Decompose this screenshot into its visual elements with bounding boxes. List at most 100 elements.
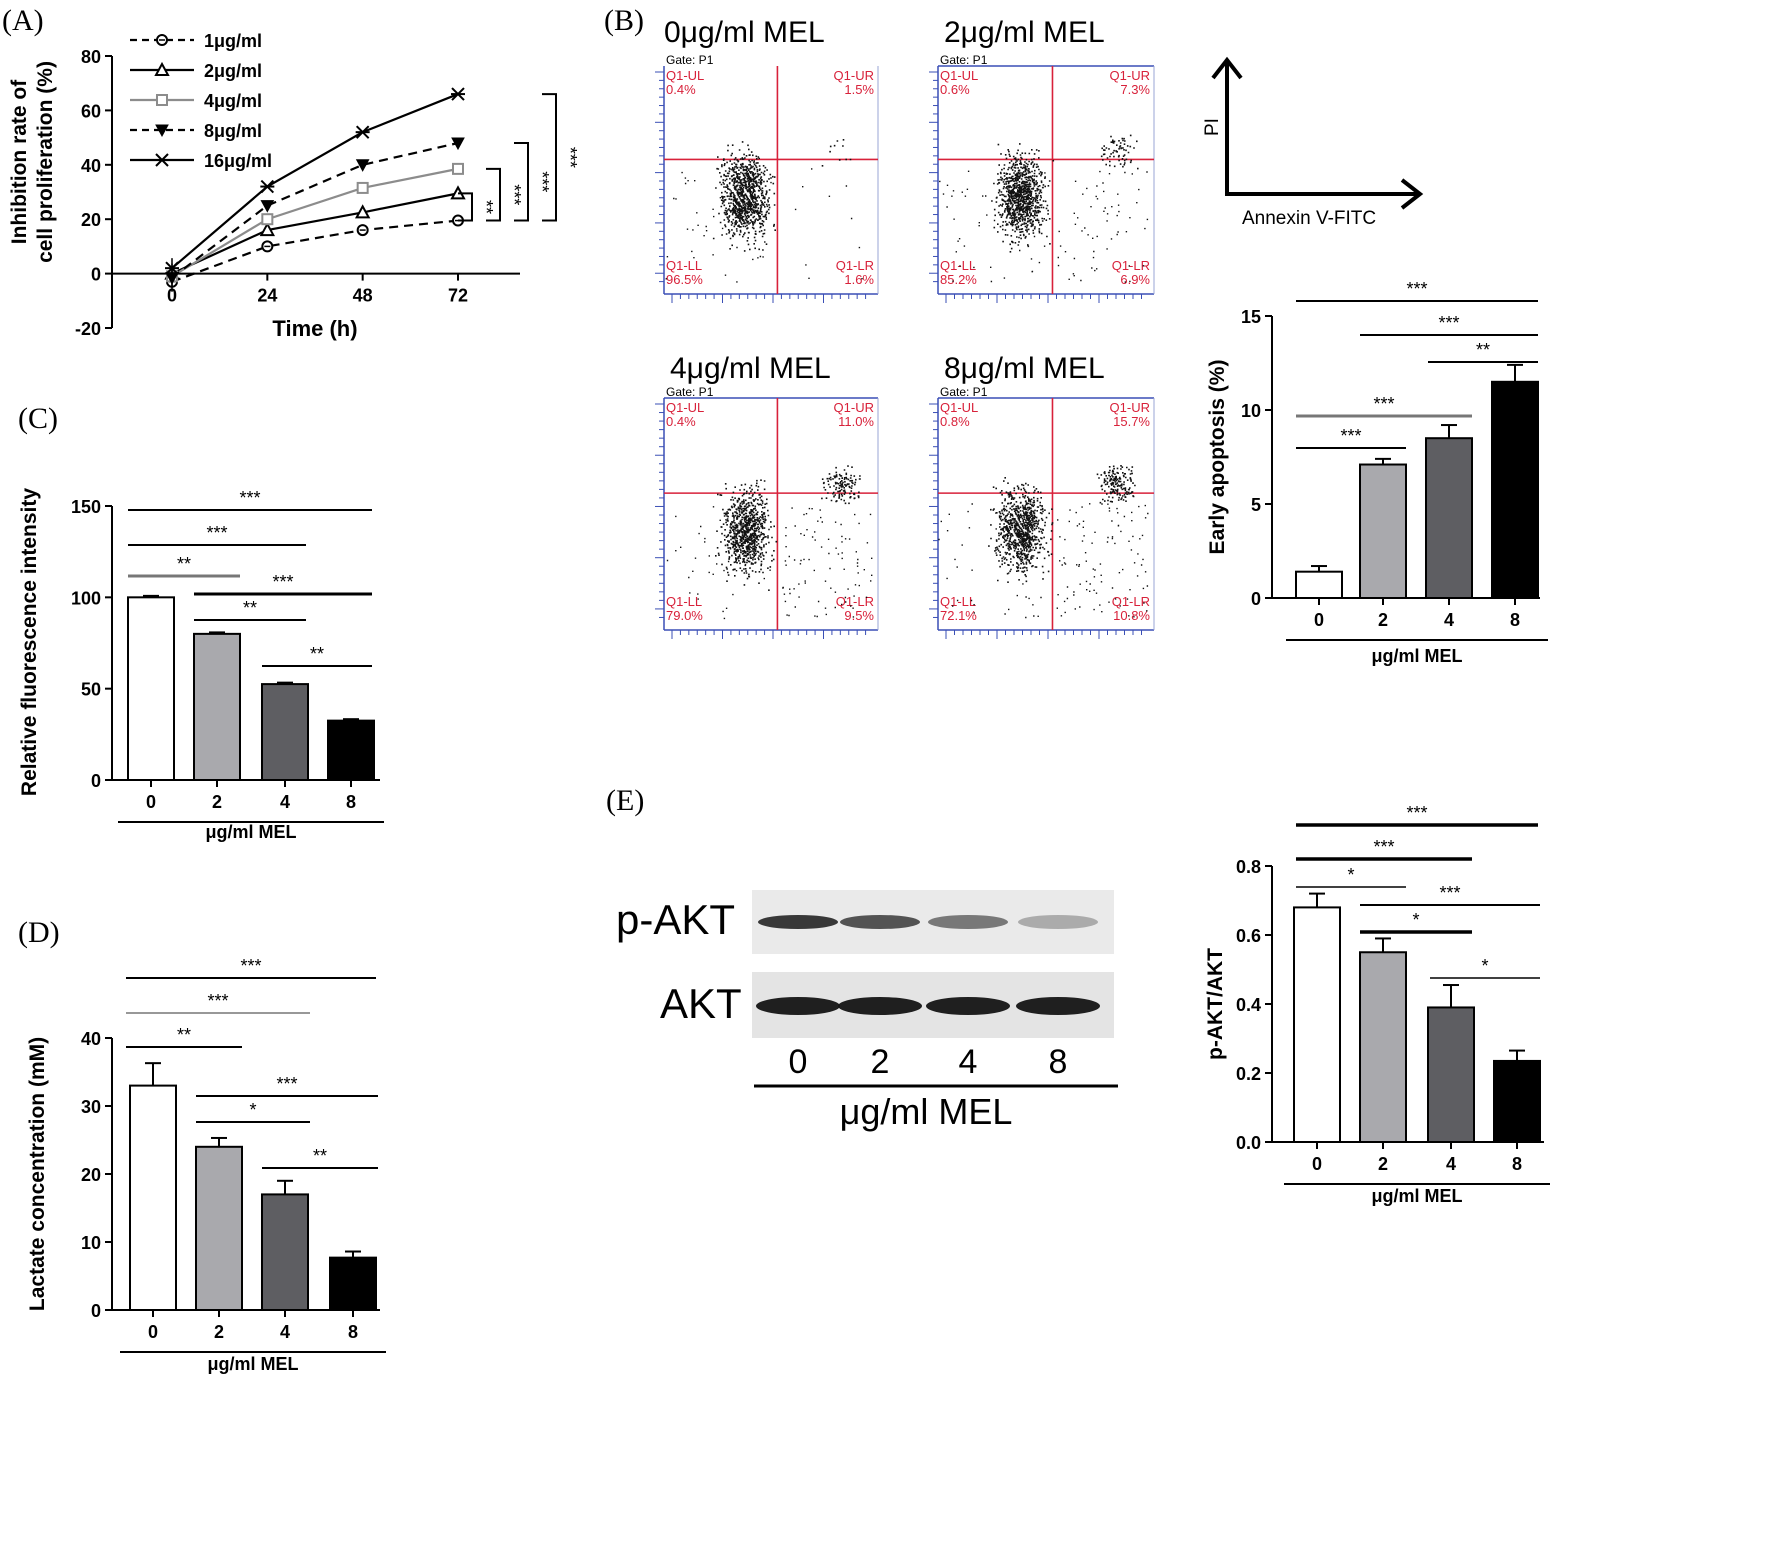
flow-quad-code-ll: Q1-LL	[940, 258, 976, 273]
western-blot: p-AKT AKT μg/ml MEL 0248	[616, 890, 1118, 1132]
blot-lane-label: 8	[1049, 1043, 1068, 1081]
panel-label-d: (D)	[18, 916, 60, 949]
axis-key-annexin-label: Annexin V-FITC	[1242, 208, 1376, 229]
flow-quad-value-lr: 6.9%	[1120, 272, 1150, 287]
chart-c-bar-1	[194, 634, 240, 780]
blot-band-pakt-0	[758, 915, 838, 929]
chart-e-x-tick-label: 4	[1446, 1154, 1456, 1174]
axis-key-pi-label: PI	[1202, 118, 1223, 136]
flow-plot-title: 8μg/ml MEL	[944, 352, 1105, 385]
chart-e-y-tick-label: 0.4	[1236, 995, 1261, 1015]
chart-d-x-tick-label: 0	[148, 1322, 158, 1342]
flow-plot-3: 8μg/ml MELGate: P1Q1-UL0.8%Q1-UR15.7%Q1-…	[929, 352, 1154, 639]
chart-b-y-tick-label: 15	[1241, 307, 1261, 327]
chart-d-bar-2	[262, 1194, 308, 1310]
flow-plot-title: 0μg/ml MEL	[664, 16, 825, 49]
chart-e-sig-label: ***	[1406, 803, 1427, 823]
flow-quad-value-ul: 0.4%	[666, 414, 696, 429]
chart-b-y-tick-label: 10	[1241, 401, 1261, 421]
chart-a-point	[262, 214, 272, 224]
chart-b-x-tick-label: 4	[1444, 610, 1454, 630]
chart-b-bar-3	[1492, 382, 1538, 598]
chart-e-bar-3	[1494, 1061, 1540, 1142]
chart-d-y-tick-label: 10	[81, 1233, 101, 1253]
chart-a-legend-label: 8μg/ml	[204, 121, 262, 141]
chart-c-y-tick-label: 150	[71, 497, 101, 517]
flow-quad-value-ul: 0.4%	[666, 82, 696, 97]
chart-e-y-tick-label: 0.0	[1236, 1133, 1261, 1153]
chart-b-y-tick-label: 0	[1251, 589, 1261, 609]
flow-quad-code-lr: Q1-LR	[1112, 594, 1150, 609]
chart-c-sig-label: ***	[272, 572, 293, 592]
chart-d-y-tick-label: 40	[81, 1029, 101, 1049]
chart-a-x-tick-label: 48	[353, 286, 373, 306]
flow-quad-code-ur: Q1-UR	[1110, 400, 1150, 415]
blot-band-pakt-3	[1018, 915, 1098, 929]
chart-d-sig-label: ***	[240, 956, 261, 976]
chart-a-sig-bracket	[514, 143, 528, 221]
flow-quad-code-ul: Q1-UL	[666, 68, 704, 83]
chart-e-x-tick-label: 8	[1512, 1154, 1522, 1174]
chart-d-ylabel: Lactate concentration (mM)	[26, 1037, 49, 1311]
chart-b-ylabel: Early apoptosis (%)	[1206, 360, 1229, 555]
flow-plot-title: 2μg/ml MEL	[944, 16, 1105, 49]
flow-quad-value-ur: 15.7%	[1113, 414, 1150, 429]
chart-d-sig-label: ***	[207, 991, 228, 1011]
chart-c-xlabel: μg/ml MEL	[205, 822, 296, 842]
chart-b-xlabel: μg/ml MEL	[1371, 646, 1462, 666]
pakt-ratio-bar-chart: 0.00.20.40.60.80 2 4 8μg/ml MELp-AKT/AKT***…	[1204, 803, 1550, 1206]
chart-a-xlabel: Time (h)	[272, 316, 357, 341]
chart-a-y-tick-label: 20	[81, 210, 101, 230]
chart-b-sig-label: ***	[1406, 279, 1427, 299]
chart-b-sig-label: ***	[1373, 394, 1394, 414]
chart-b-y-tick-label: 5	[1251, 495, 1261, 515]
chart-c-y-tick-label: 100	[71, 588, 101, 608]
chart-c-bar-2	[262, 684, 308, 780]
chart-d-sig-label: *	[249, 1100, 256, 1120]
chart-d-bar-0	[130, 1086, 176, 1310]
chart-a-y-tick-label: 80	[81, 47, 101, 67]
flow-gate-label: Gate: P1	[666, 53, 714, 67]
chart-d-bar-1	[196, 1147, 242, 1310]
chart-e-x-tick-label: 2	[1378, 1154, 1388, 1174]
chart-e-bar-2	[1428, 1007, 1474, 1142]
flow-quad-code-lr: Q1-LR	[1112, 258, 1150, 273]
chart-d-x-tick-label: 8	[348, 1322, 358, 1342]
chart-c-sig-label: **	[243, 598, 257, 618]
chart-a-legend-label: 4μg/ml	[204, 91, 262, 111]
chart-c-sig-label: ***	[239, 488, 260, 508]
flow-quad-code-ll: Q1-LL	[940, 594, 976, 609]
chart-a-x-tick-label: 24	[257, 286, 277, 306]
flow-quad-value-lr: 10.8%	[1113, 608, 1150, 623]
blot-band-akt-2	[926, 997, 1010, 1015]
chart-c-sig-label: ***	[206, 523, 227, 543]
blot-band-akt-1	[838, 997, 922, 1015]
chart-c-y-tick-label: 0	[91, 771, 101, 791]
chart-c-y-tick-label: 50	[81, 680, 101, 700]
chart-b-bar-1	[1360, 465, 1406, 598]
figure: (A) (B) (C) (D) (E) Inhibition rate of c…	[0, 0, 1768, 1556]
chart-a-sig-label: ***	[504, 184, 524, 205]
chart-b-sig-label: ***	[1438, 313, 1459, 333]
flow-quad-code-ur: Q1-UR	[834, 400, 874, 415]
chart-c-sig-label: **	[310, 644, 324, 664]
chart-b-x-tick-label: 8	[1510, 610, 1520, 630]
flow-plot-title: 4μg/ml MEL	[670, 352, 831, 385]
chart-a-legend-label: 1μg/ml	[204, 31, 262, 51]
blot-band-akt-3	[1016, 997, 1100, 1015]
chart-e-sig-label: *	[1412, 910, 1419, 930]
flow-quad-code-ul: Q1-UL	[666, 400, 704, 415]
flow-quad-value-ur: 7.3%	[1120, 82, 1150, 97]
flow-quad-value-lr: 1.6%	[844, 272, 874, 287]
flow-quad-code-lr: Q1-LR	[836, 258, 874, 273]
flow-quad-code-ur: Q1-UR	[834, 68, 874, 83]
chart-e-xlabel: μg/ml MEL	[1371, 1186, 1462, 1206]
chart-a-ylabel-line1: Inhibition rate of	[8, 79, 31, 244]
flow-gate-label: Gate: P1	[940, 53, 988, 67]
chart-d-bar-3	[330, 1258, 376, 1310]
chart-a-sig-label: ***	[532, 171, 552, 192]
chart-e-bar-0	[1294, 907, 1340, 1142]
chart-a-y-tick-label: 0	[91, 265, 101, 285]
